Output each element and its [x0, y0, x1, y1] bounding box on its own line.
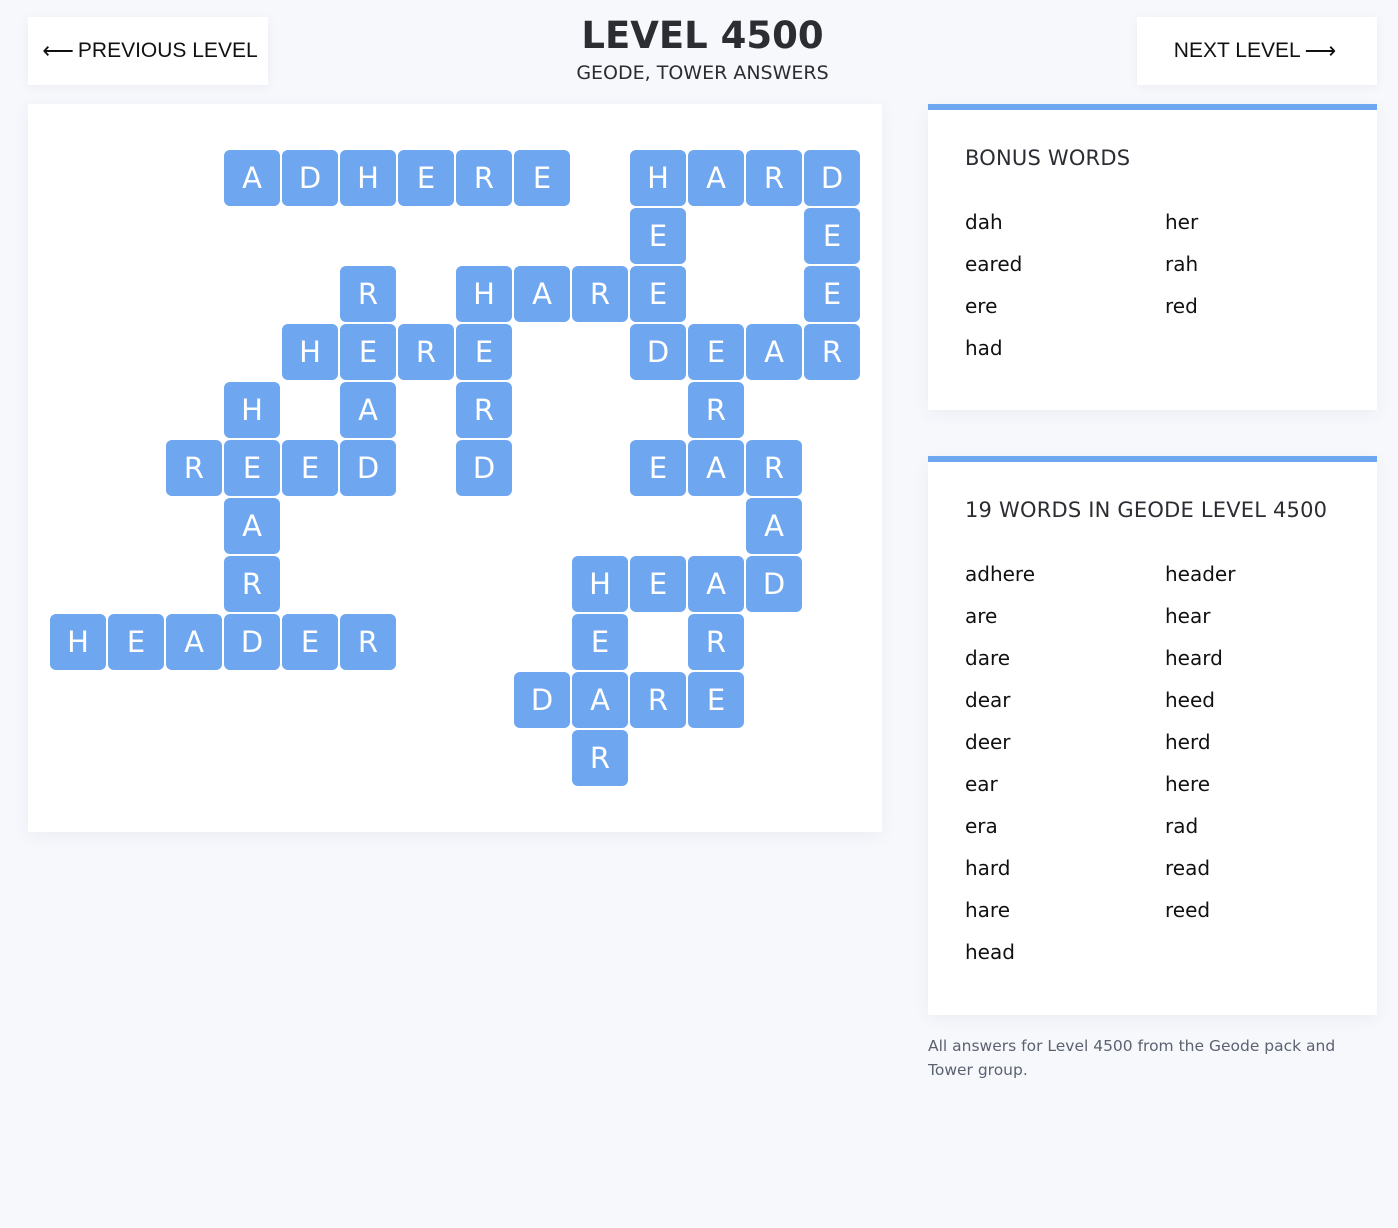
letter-tile: A [688, 150, 744, 206]
word-item: rad [1165, 814, 1199, 838]
letter-tile: R [224, 556, 280, 612]
letter-tile: A [572, 672, 628, 728]
letter-tile: A [514, 266, 570, 322]
letter-tile: E [572, 614, 628, 670]
page-title: LEVEL 4500 [581, 14, 824, 57]
letter-tile: R [804, 324, 860, 380]
word-item: herd [1165, 730, 1211, 754]
word-item: read [1165, 856, 1211, 880]
word-item: here [1165, 772, 1211, 796]
letter-tile: A [166, 614, 222, 670]
page-subtitle: GEODE, TOWER ANSWERS [576, 62, 829, 84]
letter-tile: A [224, 150, 280, 206]
letter-tile: D [746, 556, 802, 612]
letter-tile: H [630, 150, 686, 206]
letter-tile: E [282, 614, 338, 670]
letter-tile: H [50, 614, 106, 670]
letter-tile: R [340, 614, 396, 670]
letter-tile: E [804, 208, 860, 264]
arrow-right-icon: ⟶ [1304, 38, 1337, 63]
letter-tile: E [398, 150, 454, 206]
answers-list: adhere are dare dear deer ear era hard hare head h… [965, 562, 1340, 982]
letter-tile: H [456, 266, 512, 322]
letter-tile: E [688, 324, 744, 380]
letter-tile: D [630, 324, 686, 380]
letter-tile: H [340, 150, 396, 206]
letter-tile: A [746, 498, 802, 554]
letter-tile: E [282, 440, 338, 496]
letter-tile: D [282, 150, 338, 206]
word-item: rah [1165, 252, 1199, 276]
letter-tile: R [572, 266, 628, 322]
word-item: had [965, 336, 1003, 360]
word-item: heard [1165, 646, 1223, 670]
bonus-words-list: dah eared ere had her rah red [965, 210, 1340, 378]
letter-tile: A [688, 440, 744, 496]
letter-tile: E [630, 208, 686, 264]
footer-note: All answers for Level 4500 from the Geod… [928, 1037, 1336, 1079]
word-item: ear [965, 772, 998, 796]
letter-tile: R [688, 614, 744, 670]
letter-tile: E [804, 266, 860, 322]
letter-tile: E [630, 556, 686, 612]
letter-tile: A [224, 498, 280, 554]
word-item: adhere [965, 562, 1036, 586]
word-item: reed [1165, 898, 1211, 922]
letter-tile: D [456, 440, 512, 496]
word-item: hear [1165, 604, 1211, 628]
answers-title: 19 WORDS IN GEODE LEVEL 4500 [965, 498, 1328, 522]
word-item: header [1165, 562, 1236, 586]
letter-tile: H [224, 382, 280, 438]
word-item: hard [965, 856, 1011, 880]
letter-tile: E [456, 324, 512, 380]
word-item: era [965, 814, 998, 838]
bonus-words-title: BONUS WORDS [965, 146, 1131, 170]
word-item: deer [965, 730, 1011, 754]
letter-tile: E [688, 672, 744, 728]
arrow-left-icon: ⟵ [42, 38, 74, 63]
letter-tile: R [746, 440, 802, 496]
letter-tile: E [340, 324, 396, 380]
letter-tile: D [340, 440, 396, 496]
word-item: heed [1165, 688, 1215, 712]
previous-level-button[interactable]: ⟵ PREVIOUS LEVEL [28, 17, 268, 85]
word-item: eared [965, 252, 1023, 276]
word-item: head [965, 940, 1015, 964]
letter-tile: H [572, 556, 628, 612]
word-item: dah [965, 210, 1003, 234]
letter-tile: R [630, 672, 686, 728]
word-item: hare [965, 898, 1011, 922]
letter-tile: E [108, 614, 164, 670]
letter-tile: H [282, 324, 338, 380]
word-item: red [1165, 294, 1198, 318]
letter-tile: E [630, 440, 686, 496]
letter-tile: E [514, 150, 570, 206]
letter-tile: A [340, 382, 396, 438]
letter-tile: A [688, 556, 744, 612]
word-item: ere [965, 294, 998, 318]
letter-tile: R [572, 730, 628, 786]
word-item: are [965, 604, 998, 628]
letter-tile: R [166, 440, 222, 496]
letter-tile: E [224, 440, 280, 496]
bonus-words-panel: BONUS WORDS dah eared ere had her rah red [928, 104, 1377, 410]
answers-panel: 19 WORDS IN GEODE LEVEL 4500 adhere are da… [928, 456, 1377, 1015]
letter-tile: R [340, 266, 396, 322]
letter-tile: E [630, 266, 686, 322]
word-item: her [1165, 210, 1199, 234]
word-item: dear [965, 688, 1011, 712]
letter-tile: R [746, 150, 802, 206]
letter-tile: R [688, 382, 744, 438]
letter-tile: R [398, 324, 454, 380]
letter-tile: R [456, 150, 512, 206]
letter-tile: D [514, 672, 570, 728]
letter-tile: D [804, 150, 860, 206]
letter-tile: D [224, 614, 280, 670]
word-item: dare [965, 646, 1011, 670]
next-level-button[interactable]: NEXT LEVEL ⟶ [1137, 17, 1377, 85]
letter-tile: A [746, 324, 802, 380]
letter-tile: R [456, 382, 512, 438]
